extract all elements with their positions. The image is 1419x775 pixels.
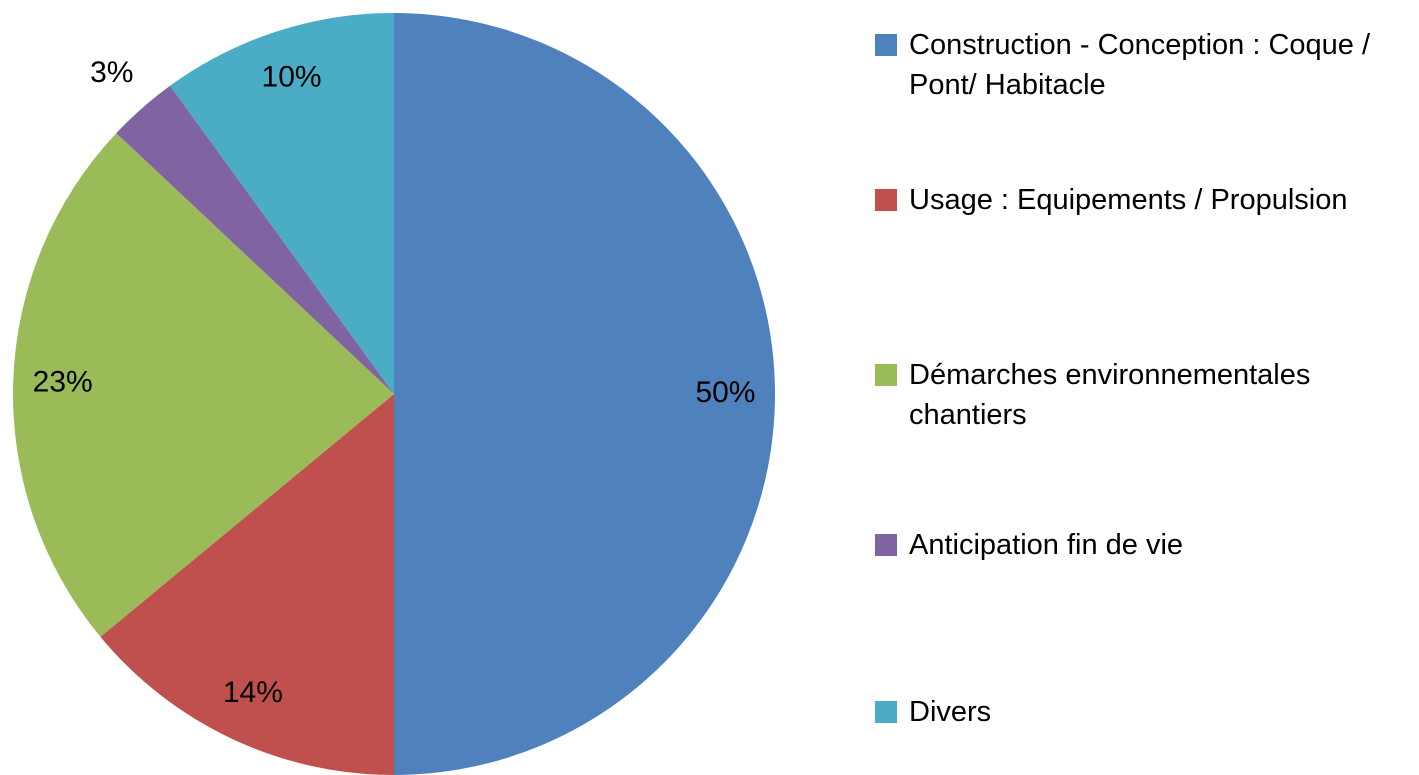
- pie-slice: [13, 133, 395, 637]
- legend-swatch: [875, 364, 897, 386]
- data-label: 10%: [262, 61, 322, 94]
- legend-swatch: [875, 189, 897, 211]
- legend-item: Usage : Equipements / Propulsion: [875, 180, 1405, 220]
- pie-slice: [394, 13, 775, 775]
- legend-item: Démarches environnementales chantiers: [875, 355, 1405, 435]
- legend-label: Anticipation fin de vie: [909, 529, 1184, 561]
- legend-item: Anticipation fin de vie: [875, 525, 1405, 565]
- pie-slice: [170, 13, 394, 394]
- legend-label: Divers: [909, 696, 992, 728]
- legend-swatch: [875, 534, 897, 556]
- legend-swatch: [875, 34, 897, 56]
- data-label: 3%: [90, 56, 133, 89]
- pie-slice: [100, 394, 395, 775]
- legend-swatch: [875, 701, 897, 723]
- legend-item: Divers: [875, 692, 1405, 732]
- legend-label: Démarches environnementales chantiers: [909, 359, 1311, 431]
- data-label: 50%: [695, 376, 755, 409]
- legend-label: Construction - Conception : Coque / Pont…: [909, 29, 1371, 101]
- data-label: 23%: [33, 366, 93, 399]
- chart: 50% 14% 23% 3% 10%: [13, 13, 775, 775]
- pie-slice: [116, 85, 395, 394]
- legend-item: Construction - Conception : Coque / Pont…: [875, 25, 1405, 105]
- legend-label: Usage : Equipements / Propulsion: [909, 184, 1348, 216]
- data-label: 14%: [223, 676, 283, 709]
